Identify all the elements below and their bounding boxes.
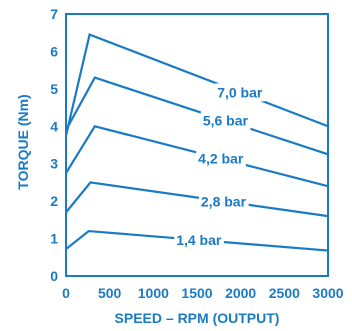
y-tick-label: 7 xyxy=(50,6,58,22)
y-tick-label: 5 xyxy=(50,81,58,97)
y-tick-labels: 0 1 2 3 4 5 6 7 xyxy=(50,6,58,284)
series-label: 4,2 bar xyxy=(198,151,244,167)
series-label-background xyxy=(215,83,265,102)
y-tick-label: 4 xyxy=(50,118,58,134)
x-tick-label: 2000 xyxy=(225,285,256,301)
series-label-background xyxy=(174,231,224,250)
plot-frame xyxy=(65,13,329,277)
x-tick-label: 0 xyxy=(62,285,70,301)
series-label: 2,8 bar xyxy=(201,193,247,209)
x-tick-label: 3000 xyxy=(312,285,343,301)
y-tick-label: 2 xyxy=(50,193,58,209)
series-label: 5,6 bar xyxy=(203,113,249,129)
series-label-background xyxy=(196,149,246,168)
series-line xyxy=(65,181,329,218)
x-tick-label: 2500 xyxy=(269,285,300,301)
x-tick-labels: 0 500 1000 1500 2000 2500 3000 xyxy=(62,285,344,301)
series-label-background xyxy=(200,111,251,130)
series-label-background xyxy=(198,192,249,211)
series-line xyxy=(65,125,329,188)
plot-border xyxy=(65,13,329,277)
x-axis-title: SPEED – RPM (OUTPUT) xyxy=(115,310,280,326)
series-label: 1,4 bar xyxy=(176,232,222,248)
y-tick-label: 6 xyxy=(50,43,58,59)
x-tick-label: 500 xyxy=(98,285,122,301)
series-label: 7,0 bar xyxy=(217,84,263,100)
x-tick-label: 1500 xyxy=(181,285,212,301)
y-tick-label: 0 xyxy=(50,268,58,284)
series-labels: 7,0 bar 5,6 bar 4,2 bar 2,8 bar 1,4 bar xyxy=(174,83,265,250)
x-tick-label: 1000 xyxy=(138,285,169,301)
y-tick-label: 1 xyxy=(50,231,58,247)
series-line xyxy=(65,229,329,252)
y-axis-title: TORQUE (Nm) xyxy=(15,94,31,189)
y-tick-label: 3 xyxy=(50,156,58,172)
